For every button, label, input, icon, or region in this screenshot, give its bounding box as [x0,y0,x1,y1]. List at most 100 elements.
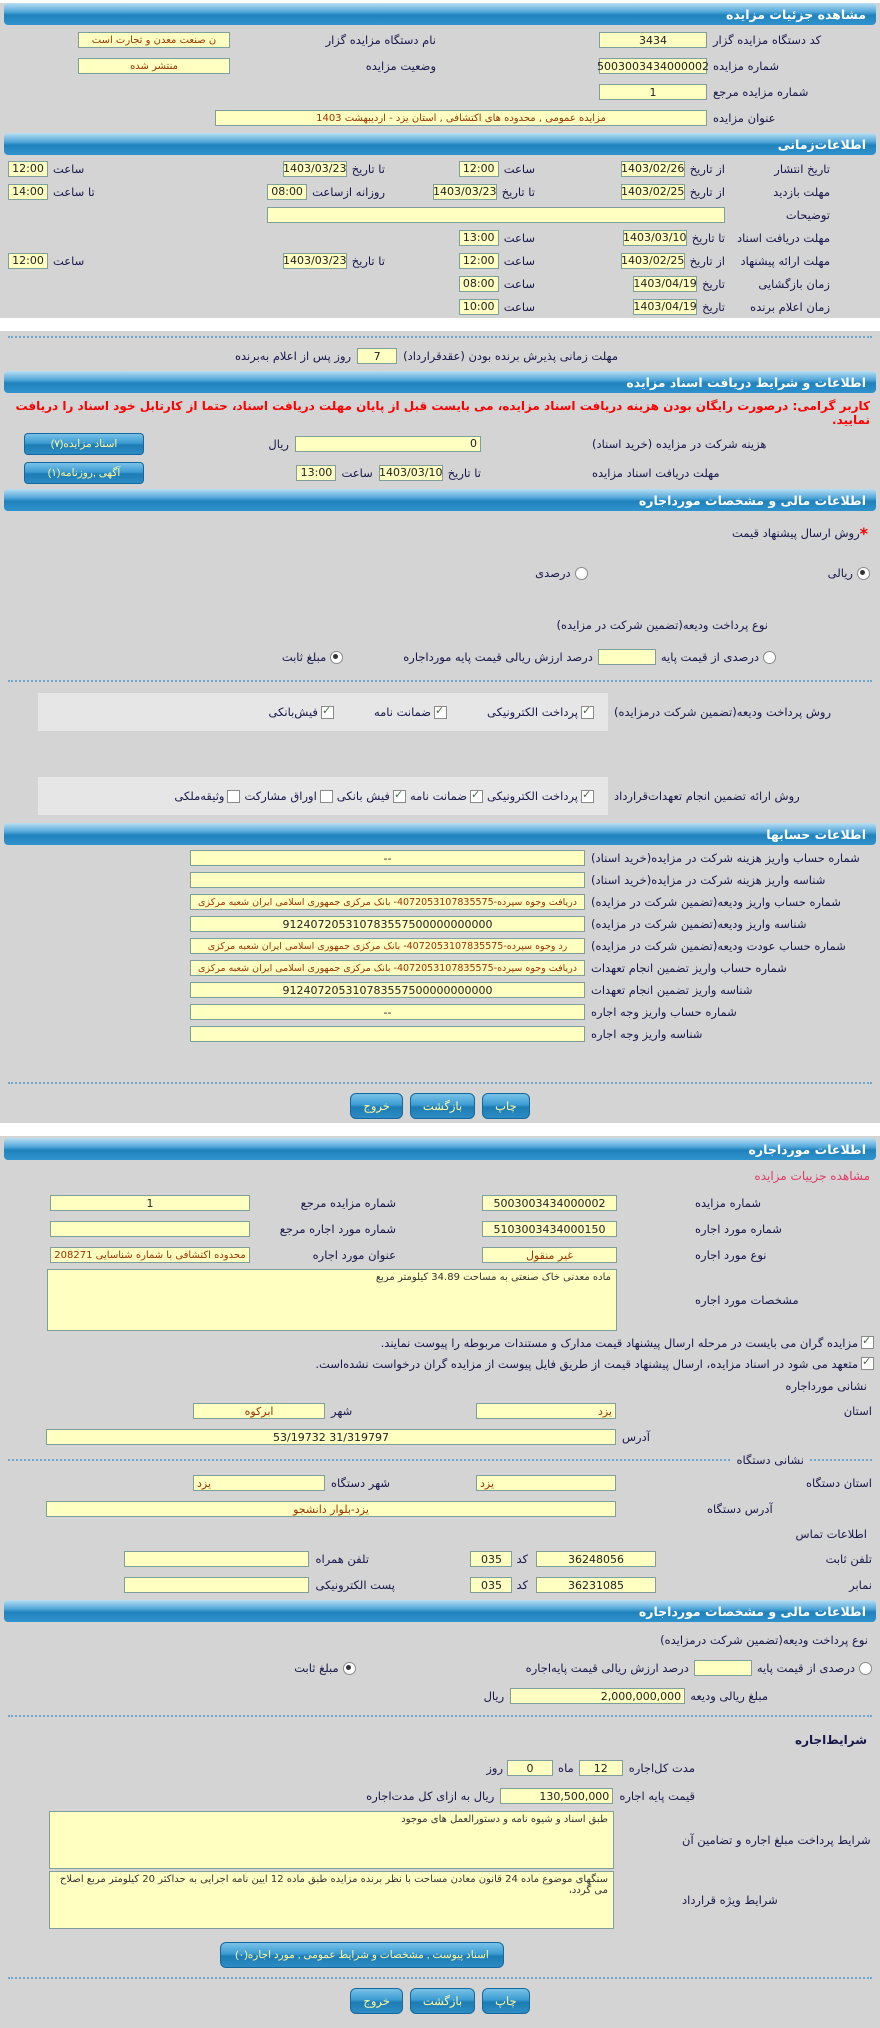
org-address-field[interactable]: یزد-بلوار دانشجو [46,1501,616,1517]
percent-of-base-field[interactable] [693,1660,752,1676]
rent-item-type-field[interactable]: غیر منقول [482,1247,617,1263]
docs-deadline-time-field[interactable]: 13:00 [296,464,337,481]
phone-field[interactable]: 36248056 [536,1551,656,1567]
phone-code-field[interactable]: 035 [470,1551,513,1567]
exit-button[interactable]: خروج [350,1988,403,2014]
property-collateral-option[interactable]: وثیقه‌ملکی [174,789,241,803]
percent-of-base-option[interactable]: درصدی از قیمت پایه [752,1661,872,1675]
city-field[interactable]: ابرکوه [193,1403,325,1419]
guarantee-letter-option[interactable]: ضمانت نامه [374,704,448,719]
rent-months-field[interactable]: 12 [578,1760,623,1776]
rent-item-specs-field[interactable]: ماده معدنی خاک صنعتی به مساحت 34.89 کیلو… [47,1269,617,1331]
guarantee-letter-checkbox[interactable] [434,704,448,719]
auction-ref-field[interactable]: 1 [50,1195,250,1211]
acceptance-days-field[interactable]: 7 [357,348,398,364]
percent-radio[interactable] [574,566,588,580]
back-button[interactable]: بازگشت [409,1093,476,1119]
rent-item-number-field[interactable]: 5103003434000150 [482,1221,617,1237]
visit-to-date-field[interactable]: 1403/03/23 [432,183,497,200]
bank-slip-option[interactable]: فیش‌بانکی [268,704,334,719]
auctioneer-code-field[interactable]: 3434 [599,32,707,48]
opening-date-field[interactable]: 1403/04/19 [633,275,698,292]
newspaper-ads-button[interactable]: آگهی ,روزنامه(۱) [24,461,144,484]
rent-item-title-field[interactable]: محدوده اکتشافی با شماره شناسایی 208271 [50,1247,250,1263]
percent-of-base-field[interactable] [597,649,656,665]
fax-code-field[interactable]: 035 [470,1577,513,1593]
rent-days-field[interactable]: 0 [507,1760,554,1776]
visit-from-date-field[interactable]: 1403/02/25 [620,183,685,200]
account-row-field[interactable]: -- [190,1004,585,1020]
special-terms-field[interactable]: سنگهای موضوع ماده 24 قانون معادن مساحت ب… [49,1871,614,1929]
print-button[interactable]: چاپ [482,1988,530,2014]
exit-button[interactable]: خروج [350,1093,403,1119]
offer-from-date-field[interactable]: 1403/02/25 [620,252,685,269]
winner-date-field[interactable]: 1403/04/19 [633,298,698,315]
account-row-field[interactable]: رد وجوه سپرده-4072053107835575- بانک مرک… [190,938,585,954]
view-auction-details-link[interactable]: مشاهده جزییات مزایده [754,1169,870,1183]
auction-docs-button[interactable]: اسناد مزایده(۷) [24,432,144,455]
electronic-payment-checkbox[interactable] [581,788,594,803]
participation-bonds-checkbox[interactable] [319,789,333,803]
deposit-amount-field[interactable]: 2,000,000,000 [510,1688,686,1704]
offer-to-time-field[interactable]: 12:00 [8,252,48,269]
publish-to-time-field[interactable]: 12:00 [8,160,48,177]
bank-slip-option[interactable]: فیش بانکی [337,788,406,803]
account-row-field[interactable] [190,1026,585,1042]
publish-from-time-field[interactable]: 12:00 [458,160,499,177]
offer-from-time-field[interactable]: 12:00 [458,252,499,269]
percent-of-base-option[interactable]: درصدی از قیمت پایه [656,650,776,664]
guarantee-letter-checkbox[interactable] [470,788,484,803]
visit-to-time-field[interactable]: 14:00 [8,183,48,200]
winner-time-field[interactable]: 10:00 [458,298,499,315]
description-field[interactable] [267,206,725,223]
visit-daily-from-field[interactable]: 08:00 [267,183,308,200]
account-row-field[interactable]: -- [190,850,585,866]
guarantee-letter-option[interactable]: ضمانت نامه [410,788,484,803]
percent-of-base-radio[interactable] [763,650,776,664]
address-field[interactable]: 31/319797 53/19732 [46,1429,616,1445]
opening-time-field[interactable]: 08:00 [458,275,499,292]
docs-deadline-date-field[interactable]: 1403/03/10 [622,229,687,246]
account-row-field[interactable]: دریافت وجوه سپرده-4072053107835575- بانک… [190,894,585,910]
attachments-button[interactable]: اسناد پیوست , مشخصات و شرایط عمومی , مور… [220,1942,504,1968]
fixed-amount-option[interactable]: مبلغ ثابت [282,650,344,664]
account-row-field[interactable]: دریافت وجوه سپرده-4072053107835575- بانک… [190,960,585,976]
mobile-field[interactable] [124,1551,310,1567]
attach-note-2-checkbox[interactable] [861,1355,874,1370]
rial-option[interactable]: ریالی [828,566,870,580]
rent-item-ref-field[interactable] [50,1221,250,1237]
percent-option[interactable]: درصدی [535,566,588,580]
account-row-field[interactable] [190,872,585,888]
bank-slip-checkbox[interactable] [320,704,334,719]
electronic-payment-option[interactable]: پرداخت الکترونیکی [487,788,594,803]
fixed-amount-radio[interactable] [330,650,344,664]
docs-deadline-time-field[interactable]: 13:00 [458,229,499,246]
bank-slip-checkbox[interactable] [392,788,406,803]
pay-terms-field[interactable]: طبق اسناد و شیوه نامه و دستورالعمل های م… [49,1811,614,1869]
back-button[interactable]: بازگشت [409,1988,476,2014]
offer-to-date-field[interactable]: 1403/03/23 [282,252,347,269]
auction-title-field[interactable]: مزایده عمومی , محدوده های اکتشافی , استا… [215,110,707,126]
account-row-field[interactable]: 912407205310783557500000000000 [190,916,585,932]
account-row-field[interactable]: 912407205310783557500000000000 [190,982,585,998]
org-city-field[interactable]: یزد [193,1475,325,1491]
fixed-amount-radio[interactable] [342,1661,356,1675]
property-collateral-checkbox[interactable] [227,789,241,803]
docs-deadline-date-field[interactable]: 1403/03/10 [378,464,443,481]
electronic-payment-option[interactable]: پرداخت الکترونیکی [487,704,594,719]
attach-note-1-checkbox[interactable] [861,1334,874,1349]
base-price-field[interactable]: 130,500,000 [500,1788,614,1804]
province-field[interactable]: یزد [476,1403,616,1419]
print-button[interactable]: چاپ [482,1093,530,1119]
fax-field[interactable]: 36231085 [536,1577,656,1593]
org-province-field[interactable]: یزد [476,1475,616,1491]
fixed-amount-option[interactable]: مبلغ ثابت [294,1661,356,1675]
participation-bonds-option[interactable]: اوراق مشارکت [244,789,333,803]
percent-of-base-radio[interactable] [859,1661,872,1675]
email-field[interactable] [124,1577,310,1593]
electronic-payment-checkbox[interactable] [581,704,594,719]
auctioneer-name-field[interactable]: ن صنعت معدن و تجارت است [78,32,230,48]
publish-from-date-field[interactable]: 1403/02/26 [620,160,685,177]
participation-fee-field[interactable]: 0 [295,435,481,452]
publish-to-date-field[interactable]: 1403/03/23 [282,160,347,177]
